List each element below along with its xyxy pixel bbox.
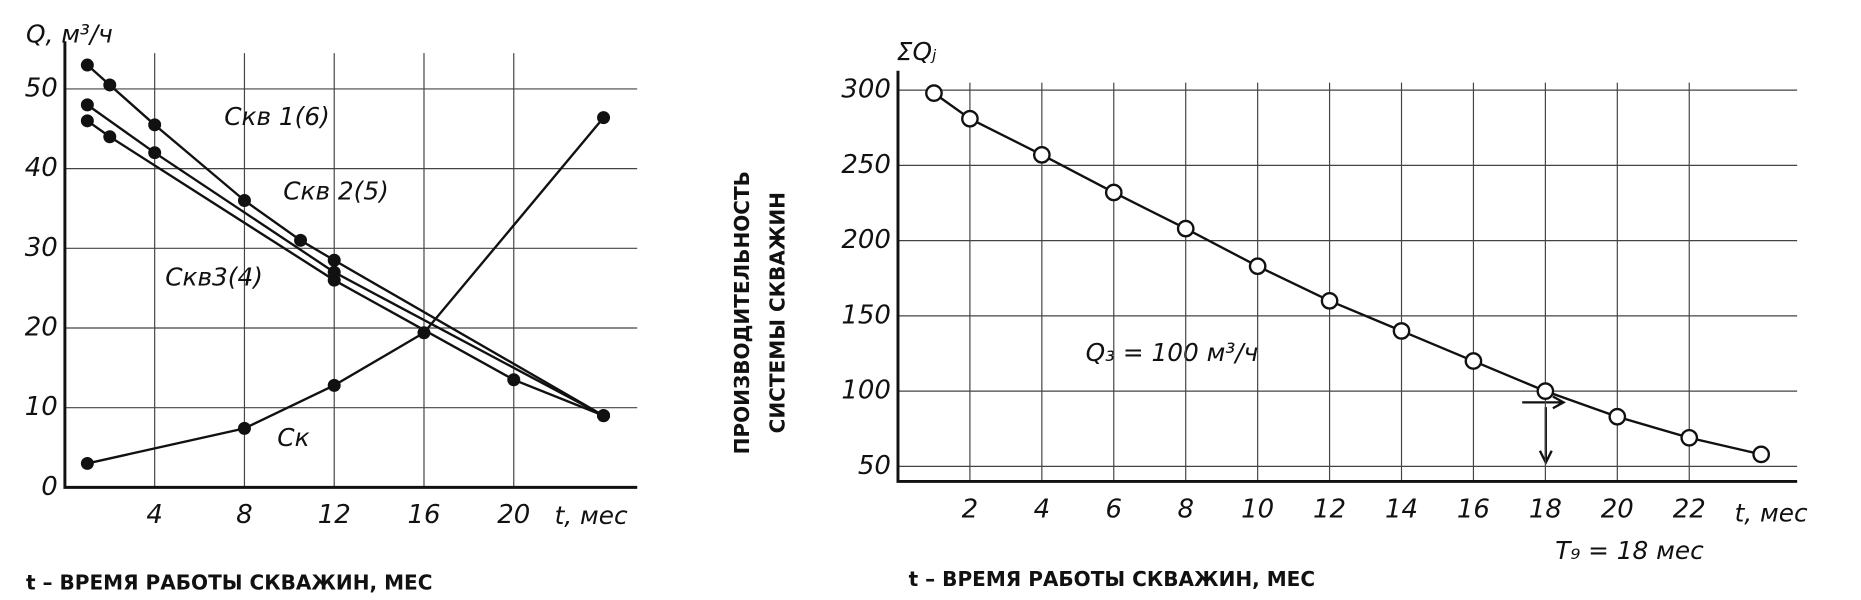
point (103, 78, 117, 92)
y-tick-label: 50 (25, 73, 58, 103)
point (507, 373, 521, 387)
caption: t – ВРЕМЯ РАБОТЫ СКВАЖИН, МЕС (909, 567, 1316, 591)
point (327, 273, 341, 287)
point (1392, 322, 1411, 340)
axes (63, 41, 638, 489)
x-tick-label: 16 (1457, 494, 1490, 524)
point (1032, 145, 1051, 164)
point (417, 326, 431, 340)
x-tick-label: 12 (1313, 494, 1346, 524)
series-label: Скв 2(5) (283, 176, 389, 205)
arrow (1522, 395, 1566, 466)
y-tick-label: 20 (25, 312, 58, 342)
point (148, 118, 162, 132)
annotation: Q₃ = 100 м³/ч (1086, 338, 1259, 367)
x-tick-label: 4 (146, 500, 163, 530)
point (1536, 382, 1555, 400)
x-tick-label: 12 (318, 500, 351, 530)
point (1680, 428, 1699, 447)
point (80, 98, 94, 112)
x-tick-label: 22 (1673, 494, 1706, 524)
y-tick-label: 10 (25, 392, 58, 422)
caption: t – ВРЕМЯ РАБОТЫ СКВАЖИН, МЕС (26, 571, 433, 595)
series-label: Ск (277, 423, 309, 452)
point (1320, 291, 1339, 310)
point (80, 58, 94, 72)
point (294, 233, 308, 247)
point (961, 109, 979, 128)
point (1104, 183, 1123, 202)
point (327, 253, 341, 267)
x-tick-label: 4 (1034, 494, 1051, 524)
series-line (86, 103, 605, 417)
point (1464, 352, 1483, 370)
y-tick-label: 0 (41, 472, 58, 502)
series-label: Скв3(4) (165, 262, 263, 291)
x-tick-label: 14 (1385, 494, 1418, 524)
x-tick-label: 16 (407, 500, 440, 530)
y-tick-label: 150 (841, 300, 891, 330)
y-tick-label: 100 (841, 376, 891, 406)
side-label: ПРОИЗВОДИТЕЛЬНОСТЬ (730, 171, 754, 454)
x-tick-label: 10 (1241, 494, 1274, 524)
point (925, 84, 943, 102)
x-tick-label: 2 (962, 494, 979, 524)
point (80, 114, 94, 128)
point (1176, 219, 1195, 238)
y-tick-label: 40 (25, 153, 58, 183)
point (1248, 257, 1267, 276)
point (237, 421, 251, 435)
side-label: СИСТЕМЫ СКВАЖИН (765, 192, 789, 433)
x-axis-label: t, мес (555, 501, 628, 530)
annotation: T₉ = 18 мес (1555, 536, 1704, 565)
x-tick-label: 8 (236, 500, 253, 530)
x-tick-label: 20 (1601, 494, 1634, 524)
point (103, 130, 117, 144)
series-line (933, 92, 1762, 456)
axes (896, 70, 1798, 483)
charts: Q, м³/ч t, мес t – ВРЕМЯ РАБОТЫ СКВАЖИН,… (25, 19, 1808, 594)
x-tick-label: 20 (497, 500, 530, 530)
y-tick-label: 200 (841, 225, 891, 255)
point (237, 194, 251, 207)
point (597, 111, 611, 125)
y-axis-label: Q, м³/ч (26, 19, 113, 48)
point (1608, 407, 1627, 426)
y-tick-label: 300 (841, 75, 891, 105)
point (80, 456, 94, 470)
x-tick-label: 8 (1177, 494, 1194, 524)
series-label: Скв 1(6) (224, 102, 330, 131)
y-tick-label: 250 (841, 150, 891, 180)
point (1752, 445, 1771, 464)
series-line (86, 64, 605, 417)
y-axis-label: ΣQⱼ (897, 37, 937, 66)
point (597, 409, 611, 423)
x-axis-label: t, мес (1735, 498, 1808, 527)
x-tick-label: 18 (1529, 494, 1562, 524)
y-tick-label: 50 (858, 451, 891, 481)
point (327, 378, 341, 392)
y-tick-label: 30 (25, 233, 58, 263)
x-tick-label: 6 (1106, 494, 1123, 524)
point (148, 146, 162, 160)
